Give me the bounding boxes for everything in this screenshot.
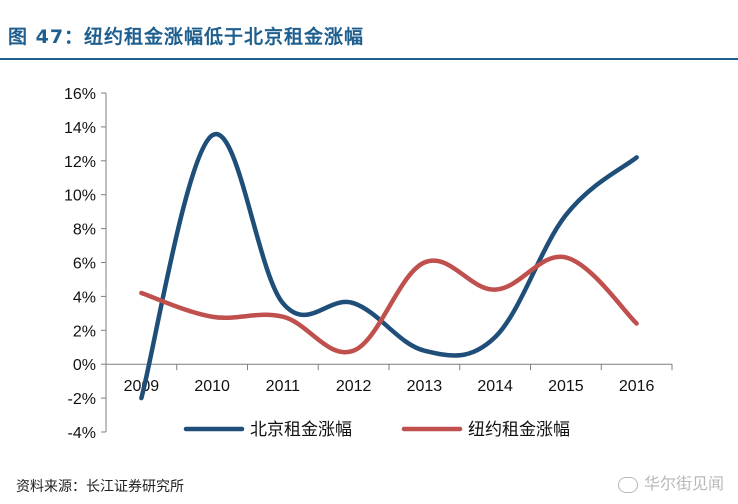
y-tick-label: 4% (73, 289, 96, 306)
y-tick-label: 10% (64, 188, 96, 205)
x-tick-label: 2016 (619, 378, 655, 395)
series-line-0 (139, 131, 639, 401)
x-tick-label: 2013 (407, 378, 443, 395)
x-tick-label: 2010 (194, 378, 230, 395)
wechat-icon (617, 476, 638, 493)
y-tick-label: 0% (73, 357, 96, 374)
source-note: 资料来源：长江证券研究所 (16, 479, 184, 495)
legend-label-0: 北京租金涨幅 (250, 420, 352, 439)
y-tick-label: 12% (64, 154, 96, 171)
y-tick-label: 6% (73, 256, 96, 273)
line-chart: 16% 14% 12% 10% 8% 6% 4% 2% 0% -2% -4% 2009 2010 2011… (64, 86, 673, 442)
y-tick-label: -2% (68, 391, 96, 408)
x-tick-label: 2015 (548, 378, 584, 395)
chart-legend: 北京租金涨幅 纽约租金涨幅 (183, 420, 570, 439)
title-rule (0, 58, 738, 60)
axes: 16% 14% 12% 10% 8% 6% 4% 2% 0% -2% -4% 2009 2010 2011… (64, 86, 673, 442)
x-tick-label: 2012 (336, 378, 372, 395)
series-lines (139, 131, 639, 401)
series-line-1 (139, 254, 639, 355)
x-tick-label: 2009 (124, 378, 160, 395)
figure-title: 图 47：纽约租金涨幅低于北京租金涨幅 (8, 26, 365, 48)
watermark-text: 华尔街见闻 (643, 474, 724, 493)
y-tick-label: 14% (64, 120, 96, 137)
watermark: 华尔街见闻 (617, 470, 724, 494)
legend-label-1: 纽约租金涨幅 (468, 420, 570, 439)
y-tick-label: -4% (68, 425, 96, 442)
x-tick-label: 2011 (266, 378, 301, 395)
chart-area: 16% 14% 12% 10% 8% 6% 4% 2% 0% -2% -4% 2009 2010 2011… (0, 60, 738, 460)
y-tick-label: 8% (73, 222, 96, 239)
x-tick-label: 2014 (477, 378, 513, 395)
y-tick-label: 16% (64, 86, 96, 103)
y-tick-label: 2% (73, 323, 96, 340)
